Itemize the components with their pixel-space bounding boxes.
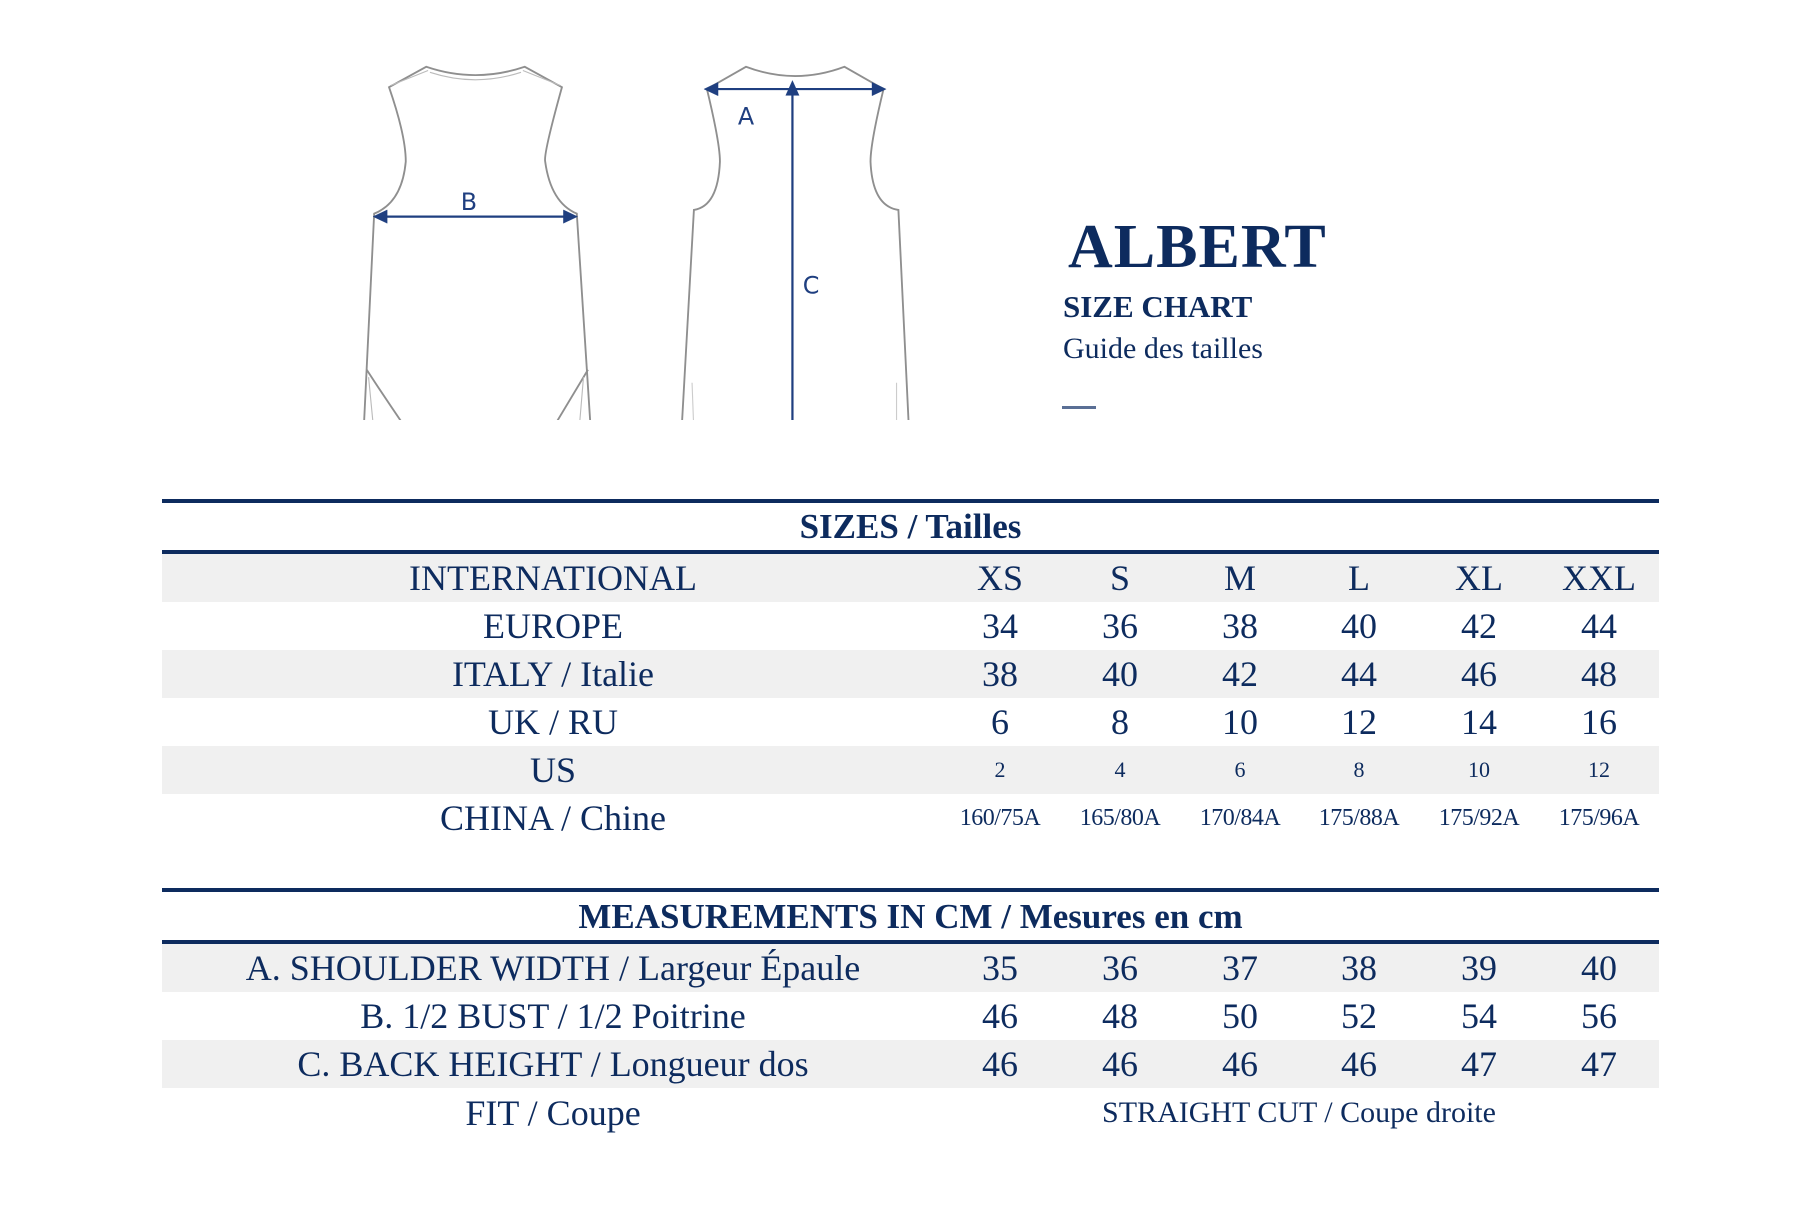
table-cell: 38 <box>982 654 1018 694</box>
bust-arrow <box>372 209 578 224</box>
row-label: A. SHOULDER WIDTH / Largeur Épaule <box>245 948 861 988</box>
label-a: A <box>738 102 755 130</box>
table-cell: M <box>1223 558 1256 598</box>
table-row: B. 1/2 BUST / 1/2 Poitrine 46 48 50 52 54 56 <box>162 992 1659 1040</box>
table-cell: 47 <box>1581 1044 1617 1084</box>
table-cell: 160/75A <box>959 805 1041 831</box>
table-cell: 46 <box>982 996 1018 1036</box>
row-label: UK / RU <box>487 702 618 742</box>
table-cell: XXL <box>1562 558 1636 598</box>
table-cell: 37 <box>1222 948 1258 988</box>
table-row: ITALY / Italie 38 40 42 44 46 48 <box>162 650 1659 698</box>
sizes-top-rule <box>162 499 1659 503</box>
back-height-arrow <box>785 80 800 420</box>
fit-value: STRAIGHT CUT / Coupe droite <box>1102 1096 1496 1129</box>
table-cell: 46 <box>1341 1044 1377 1084</box>
table-cell: 8 <box>1111 702 1129 742</box>
table-cell: 175/96A <box>1558 805 1640 831</box>
table-cell: 50 <box>1222 996 1258 1036</box>
table-cell: 36 <box>1102 948 1138 988</box>
garment-back-view <box>363 65 592 420</box>
table-row: INTERNATIONAL XS S M L XL XXL <box>162 554 1659 602</box>
decorative-dash <box>1062 406 1096 409</box>
table-cell: 175/88A <box>1318 805 1400 831</box>
table-cell: 42 <box>1222 654 1258 694</box>
row-label: EUROPE <box>482 606 623 646</box>
table-row: A. SHOULDER WIDTH / Largeur Épaule 35 36 37… <box>162 944 1659 992</box>
table-cell: 12 <box>1341 702 1377 742</box>
table-cell: 39 <box>1461 948 1497 988</box>
table-cell: L <box>1348 558 1370 598</box>
table-cell: S <box>1109 558 1131 598</box>
garment-measurement-diagram: B A C <box>363 65 910 420</box>
size-chart-heading-fr: Guide des tailles <box>1063 332 1263 365</box>
table-cell: 14 <box>1461 702 1497 742</box>
table-row: CHINA / Chine 160/75A 165/80A 170/84A 175/88… <box>162 794 1659 842</box>
table-cell: XL <box>1455 558 1503 598</box>
row-label: US <box>529 750 577 790</box>
table-cell: 4 <box>1114 757 1126 782</box>
table-cell: 46 <box>1222 1044 1258 1084</box>
label-b: B <box>461 188 477 216</box>
label-c: C <box>803 272 820 300</box>
table-cell: 44 <box>1581 606 1617 646</box>
table-cell: 46 <box>1102 1044 1138 1084</box>
table-cell: 47 <box>1461 1044 1497 1084</box>
table-cell: 42 <box>1461 606 1497 646</box>
table-row: UK / RU 6 8 10 12 14 16 <box>162 698 1659 746</box>
row-label: ITALY / Italie <box>451 654 655 694</box>
garment-front-view <box>681 65 910 420</box>
row-label: C. BACK HEIGHT / Longueur dos <box>297 1044 809 1084</box>
measurements-top-rule <box>162 888 1659 892</box>
product-title: ALBERT <box>1068 213 1327 281</box>
table-cell: 56 <box>1581 996 1617 1036</box>
measurements-heading: MEASUREMENTS IN CM / Mesures en cm <box>578 897 1243 936</box>
sizes-heading: SIZES / Tailles <box>799 507 1022 546</box>
table-cell: 46 <box>1461 654 1497 694</box>
table-cell: 16 <box>1581 702 1617 742</box>
size-chart-heading: SIZE CHART <box>1063 289 1253 324</box>
table-cell: 46 <box>982 1044 1018 1084</box>
table-cell: 175/92A <box>1438 805 1520 831</box>
table-row: C. BACK HEIGHT / Longueur dos 46 46 46 46 47 4… <box>162 1040 1659 1088</box>
fit-row: FIT / Coupe STRAIGHT CUT / Coupe droite <box>162 1089 1659 1137</box>
table-cell: 10 <box>1222 702 1258 742</box>
table-cell: 36 <box>1102 606 1138 646</box>
table-cell: 2 <box>994 757 1006 782</box>
table-cell: 44 <box>1341 654 1377 694</box>
table-row: US 2 4 6 8 10 12 <box>162 746 1659 794</box>
table-cell: 48 <box>1102 996 1138 1036</box>
table-cell: 34 <box>982 606 1018 646</box>
table-cell: 10 <box>1468 757 1490 782</box>
row-label: CHINA / Chine <box>439 798 666 838</box>
table-cell: 40 <box>1581 948 1617 988</box>
row-label: B. 1/2 BUST / 1/2 Poitrine <box>360 996 746 1036</box>
table-cell: 6 <box>1234 757 1246 782</box>
table-row: EUROPE 34 36 38 40 42 44 <box>162 602 1659 650</box>
table-cell: 12 <box>1588 757 1610 782</box>
table-cell: 40 <box>1102 654 1138 694</box>
table-cell: 54 <box>1461 996 1497 1036</box>
table-cell: 40 <box>1341 606 1377 646</box>
table-cell: 170/84A <box>1199 805 1281 831</box>
table-cell: 38 <box>1222 606 1258 646</box>
table-cell: 8 <box>1353 757 1365 782</box>
table-cell: 6 <box>991 702 1009 742</box>
table-cell: 48 <box>1581 654 1617 694</box>
table-cell: 35 <box>982 948 1018 988</box>
table-cell: 38 <box>1341 948 1377 988</box>
table-cell: XS <box>976 558 1024 598</box>
table-cell: 52 <box>1341 996 1377 1036</box>
sizes-header-rule <box>162 550 1659 554</box>
measurements-header-rule <box>162 940 1659 944</box>
fit-label: FIT / Coupe <box>465 1093 641 1133</box>
table-cell: 165/80A <box>1079 805 1161 831</box>
row-label: INTERNATIONAL <box>409 558 697 598</box>
